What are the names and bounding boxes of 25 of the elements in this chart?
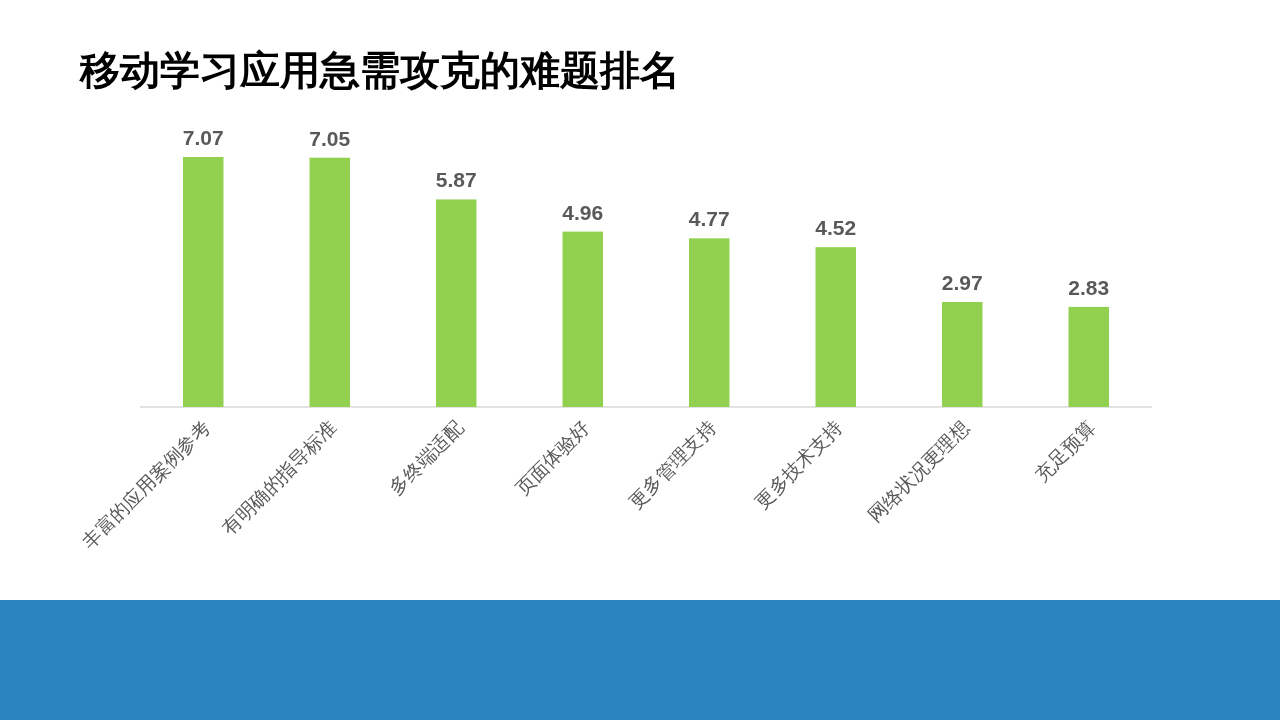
data-label: 2.83 [1068, 275, 1110, 299]
data-label: 7.05 [309, 126, 351, 150]
x-tick-label: 网络状况更理想 [863, 416, 974, 526]
x-tick-label: 有明确的指导标准 [217, 416, 341, 540]
data-label: 4.96 [562, 200, 604, 224]
bar [436, 199, 477, 407]
x-tick-label: 丰富的应用案例参考 [77, 416, 215, 553]
bar [1068, 306, 1109, 407]
chart-title: 移动学习应用急需攻克的难题排名 [79, 47, 680, 93]
data-label: 2.97 [941, 270, 983, 294]
data-label: 4.77 [688, 207, 730, 231]
bar [689, 238, 730, 407]
x-tick-label: 多终端适配 [384, 416, 468, 499]
bar [815, 247, 856, 407]
bar [183, 157, 224, 407]
data-label: 7.07 [182, 126, 224, 149]
x-tick-label: 更多技术支持 [750, 416, 847, 513]
bar [562, 231, 603, 407]
data-label: 5.87 [435, 168, 477, 192]
bar [942, 301, 983, 407]
x-tick-label: 更多管理支持 [623, 416, 721, 513]
x-tick-label: 页面体验好 [510, 416, 594, 499]
bar [309, 157, 350, 407]
x-tick-label: 充足预算 [1030, 416, 1100, 486]
data-label: 4.52 [815, 216, 857, 240]
